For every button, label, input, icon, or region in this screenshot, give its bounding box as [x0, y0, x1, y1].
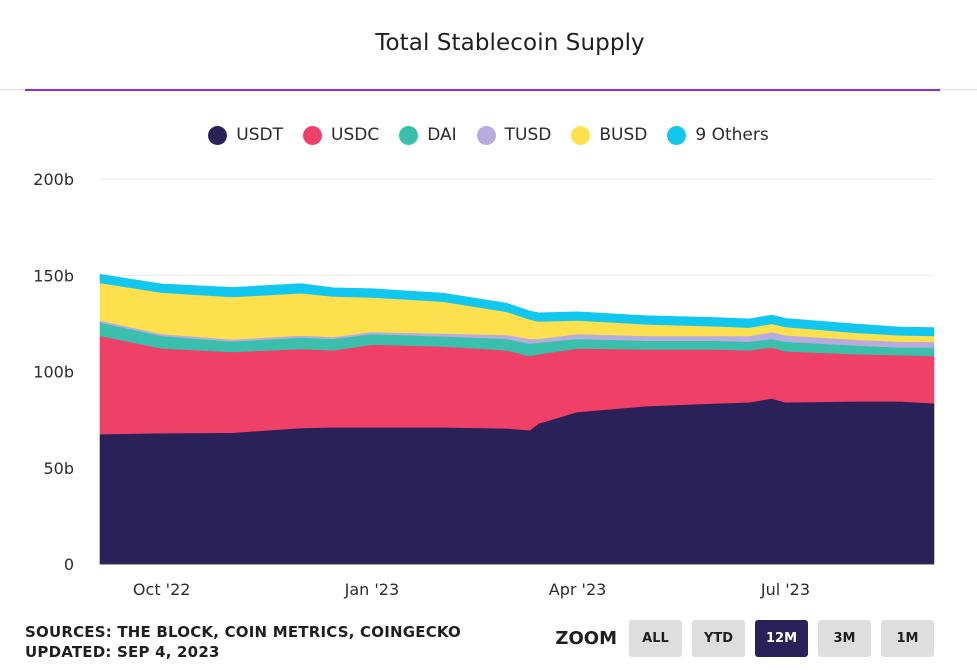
legend-item-9-others[interactable]: 9 Others — [667, 125, 769, 145]
x-tick-label: Jul '23 — [760, 580, 810, 599]
legend-swatch — [476, 125, 496, 145]
legend-label: USDC — [331, 125, 380, 145]
legend-item-busd[interactable]: BUSD — [571, 125, 647, 145]
zoom-label: ZOOM — [555, 628, 617, 649]
y-tick-label: 100b — [33, 363, 74, 382]
chart-title: Total Stablecoin Supply — [375, 30, 645, 56]
zoom-button-ytd[interactable]: YTD — [692, 620, 745, 657]
x-tick-label: Oct '22 — [133, 580, 191, 599]
zoom-button-3m[interactable]: 3M — [818, 620, 871, 657]
sources-footer: SOURCES: THE BLOCK, COIN METRICS, COINGE… — [25, 622, 461, 662]
series-area-9-others — [99, 273, 935, 337]
y-tick-label: 50b — [43, 459, 74, 478]
y-tick-label: 200b — [33, 170, 74, 189]
legend-label: BUSD — [599, 125, 648, 145]
y-tick-label: 0 — [64, 555, 74, 574]
legend-label: DAI — [427, 125, 457, 145]
zoom-button-all[interactable]: ALL — [629, 620, 682, 657]
legend-label: 9 Others — [695, 125, 769, 145]
x-tick-label: Jan '23 — [344, 580, 400, 599]
legend-swatch — [667, 125, 687, 145]
y-tick-label: 150b — [33, 266, 74, 285]
legend-label: TUSD — [504, 125, 552, 145]
legend-item-tusd[interactable]: TUSD — [476, 125, 552, 145]
title-accent-line — [25, 89, 940, 91]
chart-legend: USDT USDC DAI TUSD BUSD 9 Others — [0, 125, 977, 145]
sources-text: SOURCES: THE BLOCK, COIN METRICS, COINGE… — [25, 623, 462, 641]
zoom-button-1m[interactable]: 1M — [881, 620, 934, 657]
updated-text: UPDATED: SEP 4, 2023 — [25, 643, 220, 661]
legend-item-usdc[interactable]: USDC — [303, 125, 379, 145]
legend-swatch — [208, 125, 228, 145]
zoom-button-12m[interactable]: 12M — [755, 620, 808, 657]
legend-swatch — [303, 125, 322, 145]
legend-item-dai[interactable]: DAI — [399, 125, 457, 145]
legend-item-usdt[interactable]: USDT — [208, 125, 283, 145]
x-tick-label: Apr '23 — [549, 580, 607, 599]
legend-swatch — [571, 125, 591, 145]
legend-label: USDT — [236, 125, 283, 145]
zoom-controls: ZOOM ALL YTD 12M 3M 1M — [555, 620, 934, 657]
legend-swatch — [399, 125, 419, 145]
